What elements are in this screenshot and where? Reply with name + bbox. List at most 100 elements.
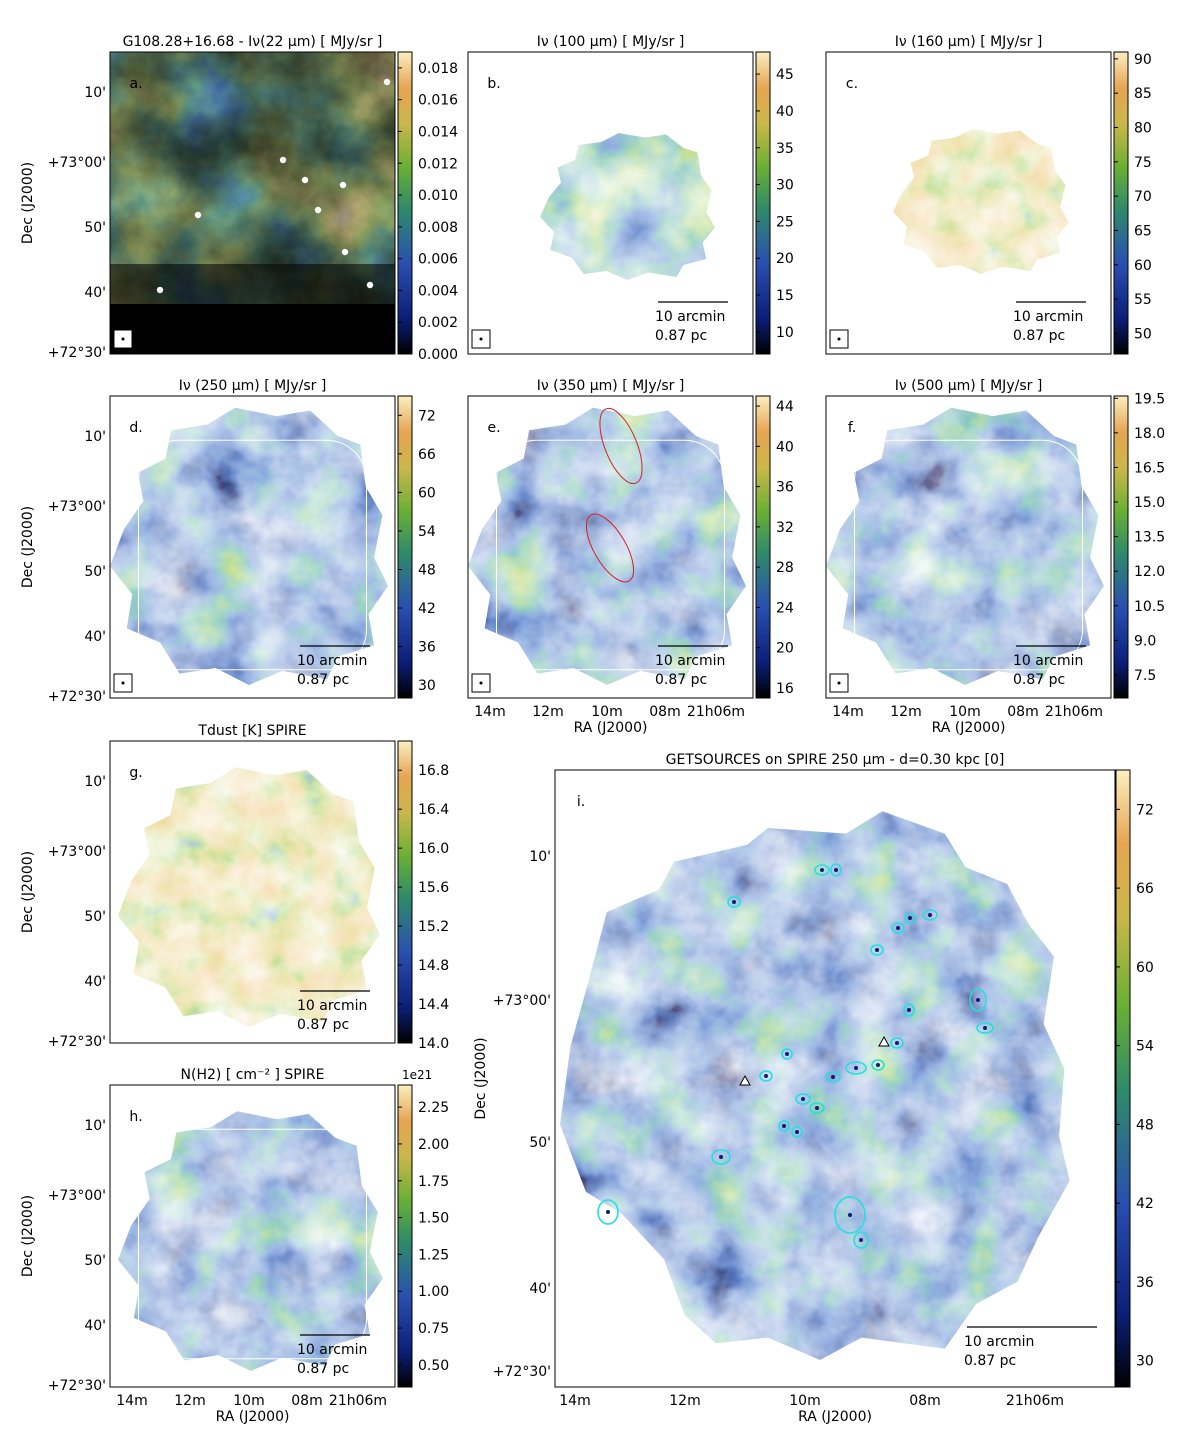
scalebar-label-pc: 0.87 pc xyxy=(1013,328,1065,344)
source-ellipse xyxy=(870,944,884,956)
colorbar-tick-label: 2.25 xyxy=(418,1100,449,1116)
colorbar-tick-label: 1.00 xyxy=(418,1284,449,1300)
colorbar-tick-label: 54 xyxy=(418,524,436,540)
dec-tick-label: 10' xyxy=(529,849,551,865)
dec-tick-label: 40' xyxy=(84,285,106,301)
beam-dot xyxy=(121,681,125,685)
source-marker xyxy=(606,1210,610,1214)
colorbar-tick-label: 0.000 xyxy=(418,347,458,363)
coverage-contour xyxy=(496,439,725,671)
source-ellipse xyxy=(825,1071,841,1083)
dec-axis-label: Dec (J2000) xyxy=(20,506,36,588)
source-marker xyxy=(785,1052,789,1056)
point-source xyxy=(279,156,287,164)
dec-tick-label: +73°00' xyxy=(48,844,106,860)
panel-letter: h. xyxy=(129,1109,142,1125)
colorbar-tick-label: 15.6 xyxy=(418,880,449,896)
colorbar-tick-label: 13.5 xyxy=(1134,530,1165,546)
colorbar-tick-label: 70 xyxy=(1134,189,1152,205)
colorbar-tick-label: 44 xyxy=(776,399,794,415)
source-marker xyxy=(764,1074,768,1078)
colorbar-tick-label: 66 xyxy=(1136,881,1154,897)
colorbar-tick-label: 36 xyxy=(776,480,794,496)
dec-tick-label: +72°30' xyxy=(48,1378,106,1394)
colorbar-tick-label: 10.5 xyxy=(1134,599,1165,615)
source-marker xyxy=(782,1124,786,1128)
source-ellipse xyxy=(845,1061,867,1075)
source-ellipse xyxy=(759,1070,773,1082)
source-marker xyxy=(876,1063,880,1067)
source-marker xyxy=(896,926,900,930)
source-ellipse xyxy=(969,988,987,1012)
panel-frame xyxy=(467,51,754,355)
colorbar-tick-label: 60 xyxy=(418,485,436,501)
colorbar-tick-label: 42 xyxy=(418,601,436,617)
panel-title: GETSOURCES on SPIRE 250 μm - d=0.30 kpc … xyxy=(666,752,1005,768)
ra-tick-label: 21h06m xyxy=(687,704,745,720)
scalebar-label-pc: 0.87 pc xyxy=(964,1353,1016,1369)
beam-dot xyxy=(479,337,483,341)
filament-ellipse xyxy=(599,407,643,485)
colorbar-tick-label: 72 xyxy=(1136,802,1154,818)
filament-ellipse xyxy=(585,513,635,583)
colorbar xyxy=(1113,51,1129,355)
ra-tick-label: 14m xyxy=(559,1393,590,1409)
beam-dot xyxy=(121,337,125,341)
ra-axis-label: RA (J2000) xyxy=(798,1409,872,1425)
panel-f: Iν (500 μm) [ MJy/sr ] f. 10 arcmin 0.87 pc… xyxy=(825,378,1165,736)
colorbar-tick-label: 66 xyxy=(418,447,436,463)
scalebar-label-pc: 0.87 pc xyxy=(297,1361,349,1377)
colorbar-tick-label: 24 xyxy=(776,600,794,616)
source-ellipse xyxy=(891,922,905,934)
source-marker xyxy=(834,868,838,872)
coverage-contour xyxy=(854,439,1083,671)
scalebar-label-pc: 0.87 pc xyxy=(1013,672,1065,688)
panel-title: N(H2) [ cm⁻² ] SPIRE xyxy=(181,1067,325,1083)
colorbar-tick-label: 16.0 xyxy=(418,841,449,857)
colorbar-tick-label: 32 xyxy=(776,520,794,536)
dec-axis-label: Dec (J2000) xyxy=(473,1037,489,1119)
colorbar-tick-label: 60 xyxy=(1136,960,1154,976)
colorbar-tick-label: 10 xyxy=(776,325,794,341)
source-ellipse xyxy=(890,1037,904,1049)
point-source xyxy=(301,176,309,184)
colorbar-tick-label: 18.0 xyxy=(1134,426,1165,442)
protostar-triangle xyxy=(739,1074,751,1086)
ra-tick-label: 10m xyxy=(949,704,980,720)
colorbar-tick-label: 25 xyxy=(776,214,794,230)
panel-g: Tdust [K] SPIRE g. 10 arcmin 0.87 pc 16.8 16.… xyxy=(20,723,449,1052)
ra-tick-label: 08m xyxy=(291,1393,322,1409)
panel-letter: g. xyxy=(129,765,142,781)
source-ellipse xyxy=(809,1102,825,1114)
point-source xyxy=(339,181,347,189)
panel-a: G108.28+16.68 - Iν(22 μm) [ MJy/sr ] a. 0.… xyxy=(20,34,458,363)
panel-letter: b. xyxy=(487,76,500,92)
colorbar-tick-label: 30 xyxy=(776,178,794,194)
colorbar-tick-label: 0.008 xyxy=(418,220,458,236)
colorbar-tick-label: 14.4 xyxy=(418,997,449,1013)
colorbar-tick-label: 0.002 xyxy=(418,315,458,331)
dec-tick-label: 10' xyxy=(84,1118,106,1134)
panel-c: Iν (160 μm) [ MJy/sr ] c. 10 arcmin 0.87 pc… xyxy=(825,34,1152,355)
dec-axis-label: Dec (J2000) xyxy=(20,162,36,244)
ra-axis-label: RA (J2000) xyxy=(574,720,648,736)
panel-letter: c. xyxy=(846,76,858,92)
dec-tick-label: +72°30' xyxy=(48,689,106,705)
panel-title: Tdust [K] SPIRE xyxy=(197,723,306,739)
colorbar-tick-label: 85 xyxy=(1134,86,1152,102)
scalebar-label-pc: 0.87 pc xyxy=(655,328,707,344)
colorbar-tick-label: 20 xyxy=(776,251,794,267)
dec-tick-label: 40' xyxy=(84,629,106,645)
dec-tick-label: 50' xyxy=(84,564,106,580)
point-source xyxy=(314,206,322,214)
scalebar-label-arcmin: 10 arcmin xyxy=(655,653,725,669)
colorbar-tick-label: 7.5 xyxy=(1134,668,1156,684)
source-marker xyxy=(854,1066,858,1070)
panel-b: Iν (100 μm) [ MJy/sr ] b. 10 arcmin 0.87 pc… xyxy=(467,34,794,355)
panel-g-image xyxy=(118,767,380,1027)
source-ellipse xyxy=(711,1149,731,1165)
ra-axis-label: RA (J2000) xyxy=(932,720,1006,736)
ra-tick-label: 21h06m xyxy=(1006,1393,1064,1409)
source-ellipse xyxy=(834,1196,866,1234)
dec-tick-label: +72°30' xyxy=(48,1034,106,1050)
